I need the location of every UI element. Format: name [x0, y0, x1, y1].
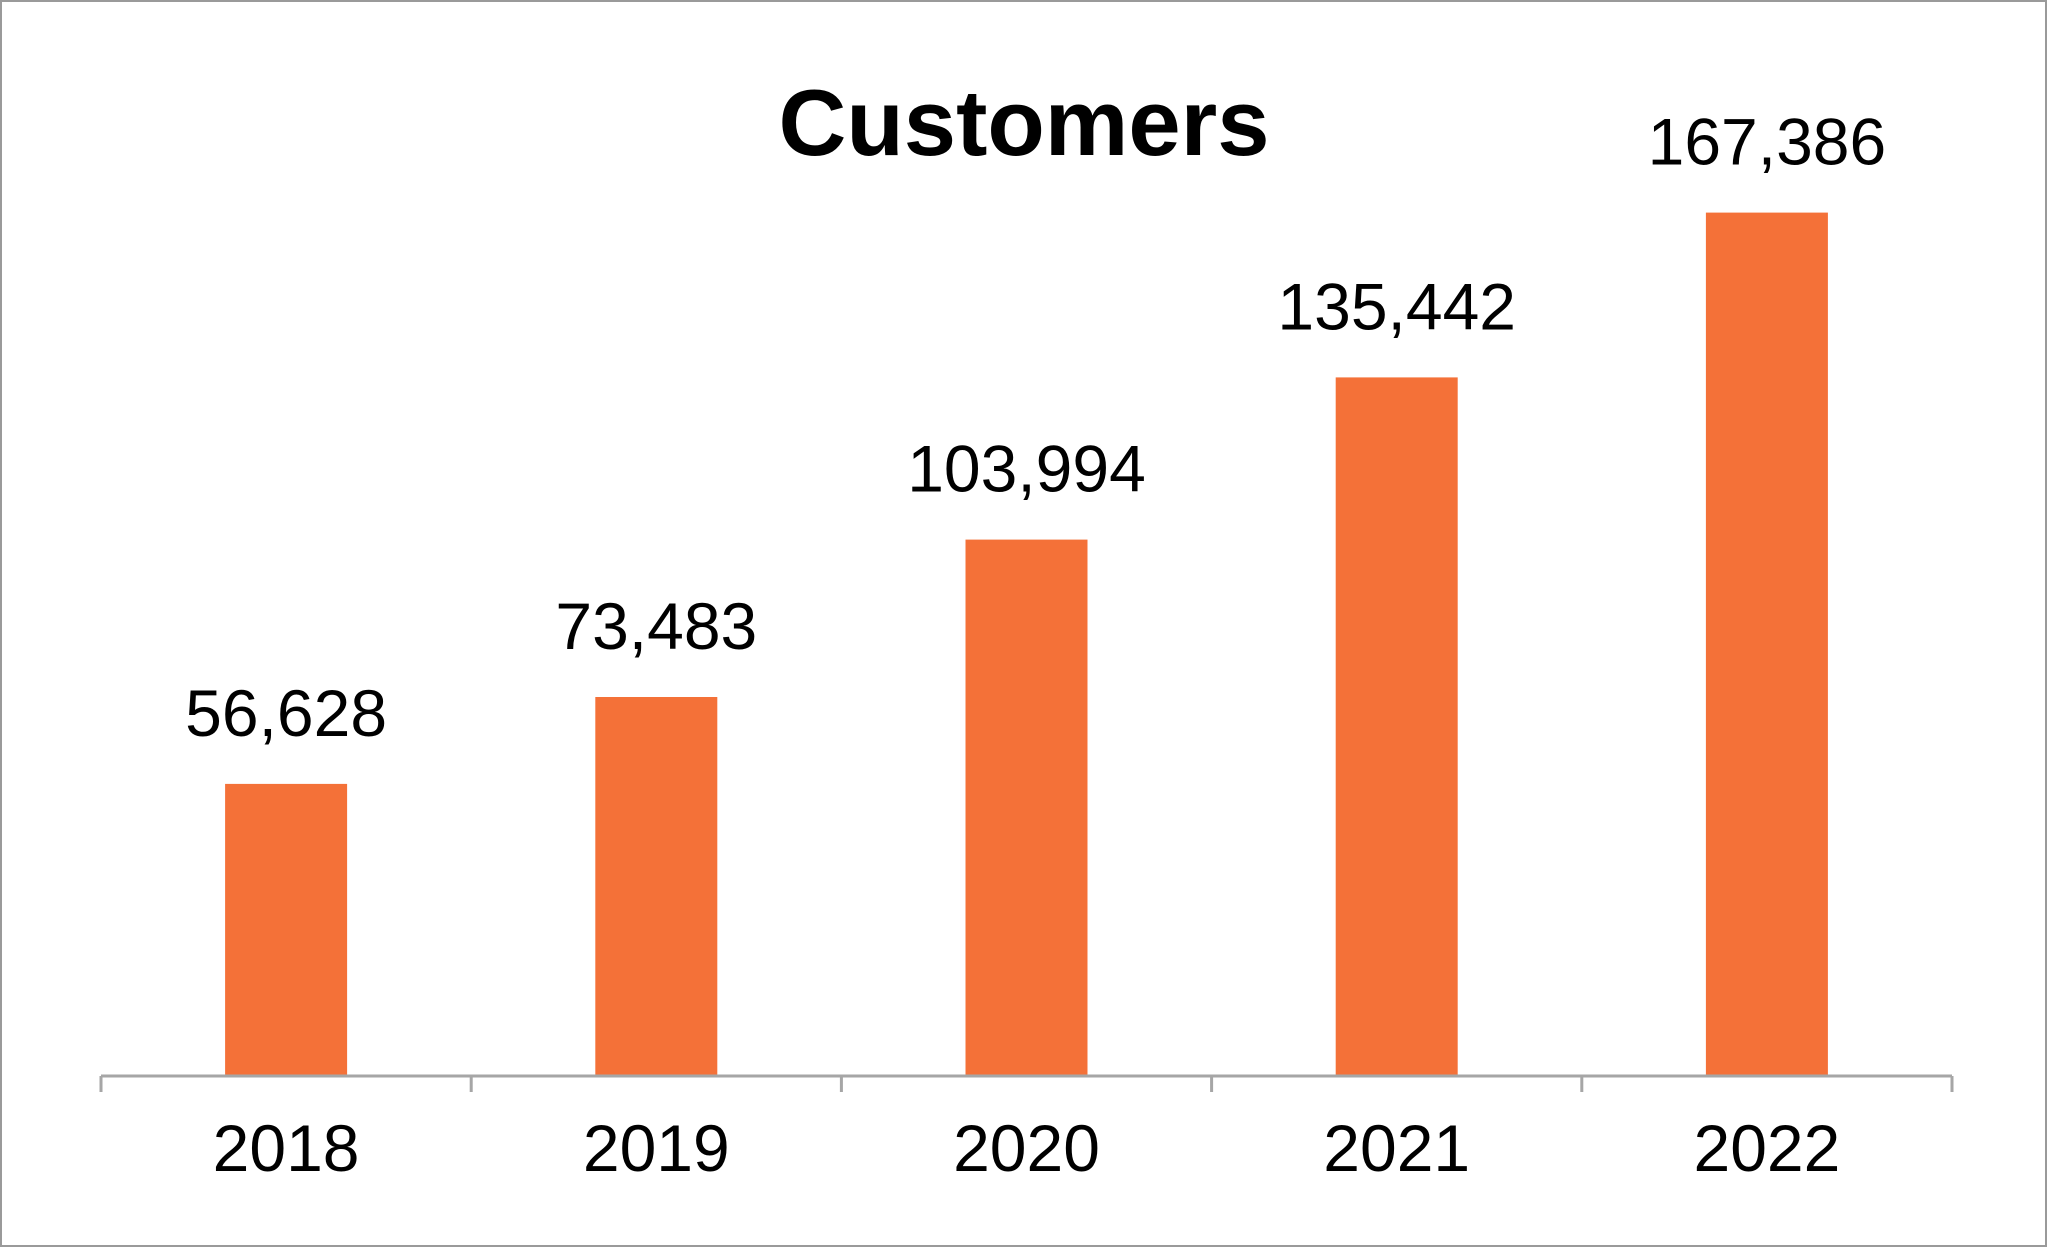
bar-2022 [1705, 212, 1828, 1077]
x-tick-label-2022: 2022 [1693, 1111, 1840, 1185]
bars-layer [225, 212, 1828, 1077]
x-tick-label-2018: 2018 [213, 1111, 360, 1185]
x-axis: 2018 2019 2020 2021 2022 [99, 1074, 1954, 1185]
value-labels-layer: 56,628 73,483 103,994 135,442 167,386 [185, 105, 1886, 750]
value-label-2020: 103,994 [907, 432, 1146, 506]
bar-2021 [1335, 377, 1458, 1076]
value-label-2022: 167,386 [1648, 105, 1887, 179]
bar-2020 [965, 539, 1088, 1076]
x-tick-label-2021: 2021 [1323, 1111, 1470, 1185]
bar-2018 [225, 783, 348, 1076]
x-tick-label-2020: 2020 [953, 1111, 1100, 1185]
chart-title: Customers [778, 70, 1269, 175]
value-label-2021: 135,442 [1277, 269, 1516, 343]
bar-2019 [595, 697, 718, 1076]
value-label-2019: 73,483 [555, 589, 757, 663]
x-tick-label-2019: 2019 [583, 1111, 730, 1185]
value-label-2018: 56,628 [185, 676, 387, 750]
